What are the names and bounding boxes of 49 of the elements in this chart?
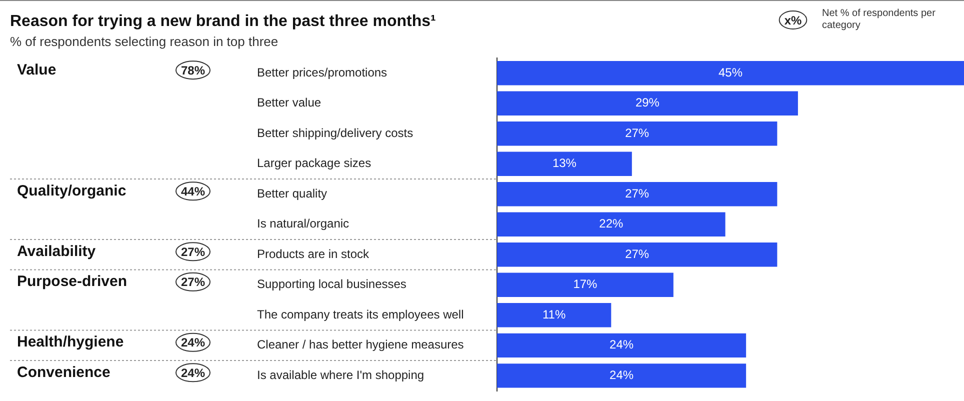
y-tick-label: The company treats its employees well [257,307,464,322]
text: Net % of respondents per category [822,8,936,31]
data-label: 24% [610,368,634,382]
y-tick-label: Is available where I'm shopping [257,368,424,382]
data-label: 22% [599,216,624,231]
data-label: 27% [625,246,650,261]
text: Availability [17,242,96,260]
text: 27% [180,275,206,290]
text: 24% [180,366,206,380]
bar [497,182,778,206]
bar [497,122,778,146]
bar [497,364,746,388]
text: Convenience [17,364,110,381]
text: x% [784,13,802,28]
bar [497,61,964,86]
y-tick-label: Supporting local businesses [257,277,406,292]
bar [497,152,632,176]
y-tick-label: Better shipping/delivery costs [257,126,414,140]
data-label: 27% [625,126,650,140]
bar [497,212,726,236]
y-tick-label: Products are in stock [257,246,370,261]
data-label: 27% [625,186,650,200]
text: 78% [180,63,206,78]
y-tick-label: Is natural/organic [257,216,350,231]
text: Health/hygiene [17,334,124,351]
y-tick-label: Better quality [257,186,328,200]
y-tick-label: Better value [257,96,322,110]
y-tick-label: Larger package sizes [257,156,372,170]
text: 44% [180,184,206,198]
data-label: 11% [542,307,566,322]
data-label: 17% [573,277,598,292]
bar [497,272,674,298]
data-label: 29% [635,96,660,110]
text: Value [17,61,56,78]
bar [497,242,778,267]
bar [497,91,798,116]
text: Quality/organic [17,182,126,200]
text: 27% [180,244,206,259]
text: Reason for trying a new brand in the past three months¹ [10,13,436,30]
data-label: 24% [610,338,634,352]
text: % of respondents selecting reason in top three [10,34,278,49]
y-tick-label: Better prices/promotions [257,65,388,80]
data-label: 45% [718,65,743,80]
bar [497,303,612,328]
y-tick-label: Cleaner / has better hygiene measures [257,338,464,352]
text: 24% [180,336,206,350]
data-label: 13% [552,156,577,170]
text: Purpose-driven [17,273,128,290]
bar [497,333,746,358]
